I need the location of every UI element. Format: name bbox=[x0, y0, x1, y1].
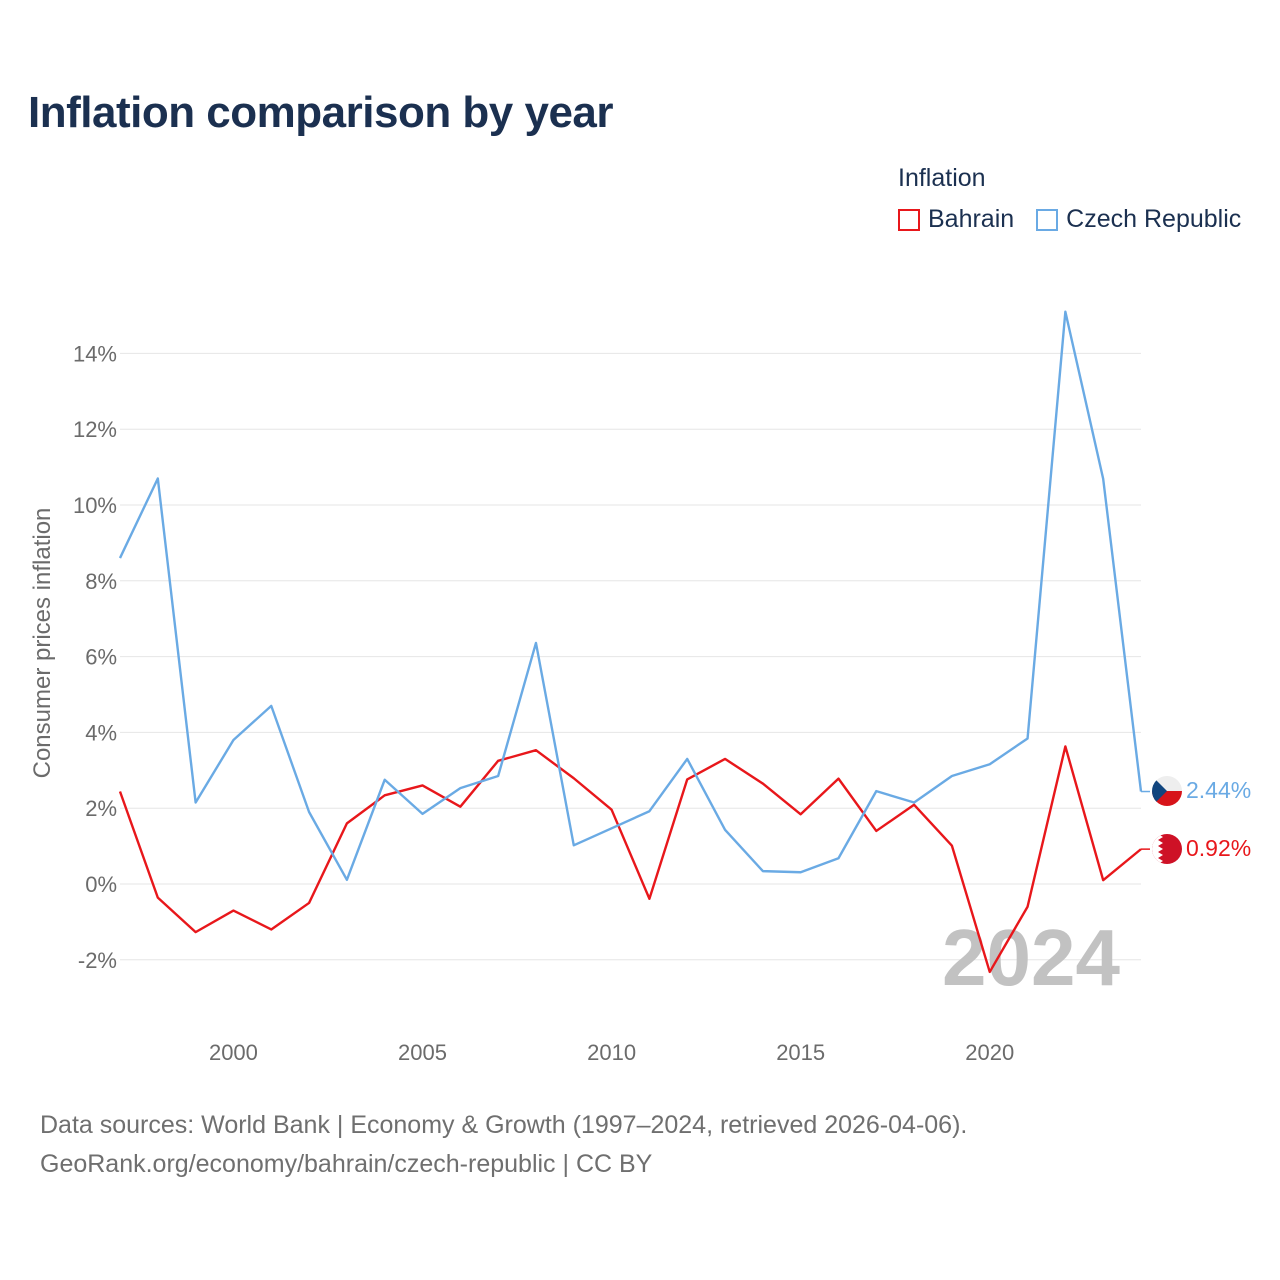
y-tick-label: 8% bbox=[85, 569, 117, 594]
series-line-bahrain[interactable] bbox=[118, 745, 1142, 974]
x-tick-label: 2005 bbox=[398, 1040, 447, 1065]
legend-label-czech-republic: Czech Republic bbox=[1066, 205, 1242, 233]
y-tick-label: 12% bbox=[73, 417, 117, 442]
y-axis-ticks: -2% 0% 2% 4% 6% 8% 10% 12% 14% bbox=[73, 341, 117, 972]
legend: Bahrain Czech Republic bbox=[898, 205, 1241, 234]
y-tick-label: 0% bbox=[85, 872, 117, 897]
end-label-bahrain: 0.92% bbox=[1186, 835, 1251, 861]
x-axis-ticks: 2000 2005 2010 2015 2020 bbox=[209, 1040, 1014, 1065]
legend-item-bahrain[interactable]: Bahrain bbox=[898, 205, 1014, 234]
legend-item-czech-republic[interactable]: Czech Republic bbox=[1036, 205, 1241, 234]
footer-sources: Data sources: World Bank | Economy & Gro… bbox=[40, 1111, 968, 1139]
footer-link[interactable]: GeoRank.org/economy/bahrain/czech-republ… bbox=[40, 1150, 653, 1178]
y-tick-label: 2% bbox=[85, 796, 117, 821]
x-tick-label: 2020 bbox=[965, 1040, 1014, 1065]
legend-swatch-bahrain bbox=[898, 208, 920, 231]
x-tick-label: 2000 bbox=[209, 1040, 258, 1065]
year-watermark: 2024 bbox=[942, 913, 1120, 1002]
series-line-czech-republic[interactable] bbox=[118, 310, 1143, 882]
grid bbox=[120, 352, 1141, 961]
y-tick-label: 6% bbox=[85, 645, 117, 670]
legend-swatch-czech-republic bbox=[1036, 208, 1059, 231]
series bbox=[118, 310, 1150, 974]
footer: Data sources: World Bank | Economy & Gro… bbox=[40, 1106, 967, 1184]
flag-bahrain-icon bbox=[1152, 834, 1182, 864]
flag-czech-republic-icon bbox=[1152, 776, 1182, 806]
legend-label-bahrain: Bahrain bbox=[928, 205, 1015, 233]
legend-title: Inflation bbox=[898, 164, 986, 192]
y-tick-label: 14% bbox=[73, 341, 117, 366]
y-tick-label: -2% bbox=[78, 948, 117, 973]
chart-title: Inflation comparison by year bbox=[28, 88, 614, 137]
y-axis-label: Consumer prices inflation bbox=[29, 508, 56, 779]
y-tick-label: 10% bbox=[73, 493, 117, 518]
y-tick-label: 4% bbox=[85, 720, 117, 745]
x-tick-label: 2015 bbox=[776, 1040, 825, 1065]
x-tick-label: 2010 bbox=[587, 1040, 636, 1065]
end-label-czech-republic: 2.44% bbox=[1186, 777, 1251, 803]
